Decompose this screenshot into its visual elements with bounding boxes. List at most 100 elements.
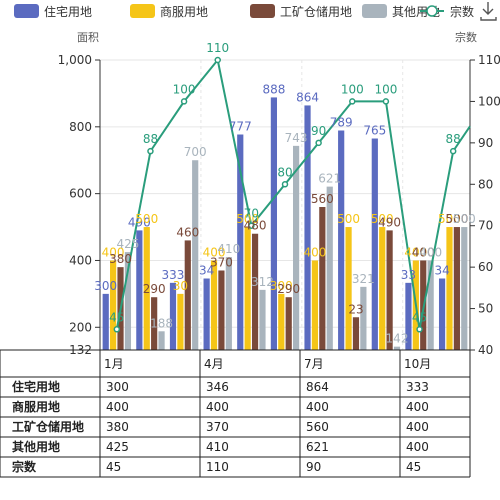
bar-1-3 (210, 260, 218, 350)
line-point-3 (214, 56, 221, 64)
bar-3-4 (259, 289, 266, 350)
line-label-5: 80 (277, 165, 292, 179)
bar-2-10 (453, 227, 460, 350)
table-cell: 333 (406, 380, 429, 394)
data-label-1-8: 500 (371, 212, 394, 226)
bar-3-5 (293, 145, 300, 350)
table-cell: 400 (106, 400, 129, 414)
data-label-3-6: 621 (318, 172, 341, 186)
line-point-9 (416, 326, 423, 333)
data-label-3-3: 410 (217, 242, 240, 256)
table-row-label: 工矿仓储用地 (12, 419, 84, 434)
line-path (115, 57, 471, 330)
line-label-3: 110 (206, 41, 229, 55)
data-label-0-4: 777 (229, 120, 252, 134)
data-label-1-1: 500 (135, 212, 158, 226)
bar-3-6 (326, 186, 333, 350)
y-axis-left-title: 面积 (77, 31, 99, 44)
table-cell: 300 (106, 380, 129, 394)
data-label-2-5: 290 (277, 282, 300, 296)
y-tick-label-right: 70 (478, 219, 493, 233)
line-point-4 (248, 222, 255, 229)
table-header: 7月 (304, 357, 324, 371)
line-label-8: 100 (374, 82, 397, 96)
line-label-2: 100 (173, 82, 196, 96)
data-label-1-3: 400 (203, 245, 226, 259)
data-label-3-7: 321 (352, 272, 375, 286)
legend-line-marker (426, 5, 438, 17)
data-label-3-0: 425 (116, 237, 139, 251)
data-label-3-8: 142 (386, 332, 409, 346)
bar-0-8 (371, 138, 378, 350)
table-cell: 110 (206, 460, 229, 474)
table-cell: 400 (406, 440, 429, 454)
table-cell: 560 (306, 420, 329, 434)
data-label-3-9: 400 (419, 245, 442, 259)
line-label-10: 88 (446, 132, 461, 146)
bar-0-5 (270, 97, 277, 350)
legend-label-4: 宗数 (450, 4, 474, 19)
bar-1-2 (177, 293, 184, 350)
table-cell: 621 (306, 440, 329, 454)
bar-3-3 (225, 257, 232, 350)
data-label-2-1: 290 (143, 282, 166, 296)
data-label-1-6: 400 (303, 245, 326, 259)
table-header: 4月 (204, 357, 224, 371)
legend-swatch-0 (14, 4, 39, 18)
bar-0-1 (136, 230, 143, 350)
line-series (113, 56, 471, 333)
line-label-1: 88 (143, 132, 158, 146)
data-label-3-10: 500 (453, 212, 476, 226)
bar-0-6 (304, 105, 311, 350)
y-tick-label-left: 400 (69, 253, 92, 267)
data-label-0-7: 789 (330, 115, 353, 129)
line-point-6 (315, 139, 322, 147)
bar-0-2 (169, 282, 177, 350)
bar-2-3 (218, 270, 225, 350)
bar-3-2 (192, 160, 199, 350)
line-point-10 (449, 147, 457, 155)
bar-3-8 (393, 346, 401, 350)
data-label-0-9: 33 (401, 268, 416, 282)
bar-0-7 (338, 130, 345, 350)
data-label-1-0: 400 (102, 245, 125, 259)
y-tick-label-left: 200 (69, 320, 92, 334)
data-label-2-7: 23 (348, 302, 363, 316)
y-tick-label-left: 600 (69, 187, 92, 201)
table-cell: 346 (206, 380, 229, 394)
table-cell: 410 (206, 440, 229, 454)
data-label-3-5: 743 (285, 131, 308, 145)
table-cell: 380 (106, 420, 129, 434)
y-tick-label-right: 110 (478, 53, 500, 67)
bar-1-4 (244, 227, 251, 350)
data-label-0-2: 333 (162, 268, 185, 282)
data-label-2-8: 490 (378, 215, 401, 229)
bar-1-5 (278, 293, 285, 350)
y-tick-label-left: 1,000 (58, 53, 92, 67)
line-point-1 (147, 147, 154, 155)
data-label-0-0: 300 (94, 279, 117, 293)
bar-1-7 (345, 227, 352, 350)
data-label-2-0: 380 (109, 252, 132, 266)
data-label-2-3: 370 (210, 255, 233, 269)
legend-swatch-1 (130, 4, 155, 18)
legend-label-2: 工矿仓储用地 (280, 4, 352, 19)
y-tick-label-right: 50 (478, 302, 493, 316)
data-label-2-9: 400 (412, 245, 435, 259)
data-label-0-8: 765 (363, 124, 386, 138)
data-label-2-2: 460 (176, 225, 199, 239)
bar-3-7 (360, 286, 367, 350)
legend-swatch-2 (250, 4, 275, 18)
bar-0-10 (438, 278, 446, 350)
y-tick-label-left: 800 (69, 120, 92, 134)
legend[interactable]: 住宅用地 商服用地 工矿仓储用地 其他用地 宗数 (14, 4, 474, 19)
download-icon[interactable] (480, 2, 497, 21)
y-axis-right-title: 宗数 (455, 30, 477, 44)
bar-3-0 (124, 252, 132, 350)
bar-0-0 (102, 293, 109, 350)
data-label-2-6: 560 (311, 192, 334, 206)
bar-0-4 (237, 134, 244, 350)
y-tick-label-right: 40 (478, 343, 493, 357)
bar-2-6 (319, 207, 326, 350)
